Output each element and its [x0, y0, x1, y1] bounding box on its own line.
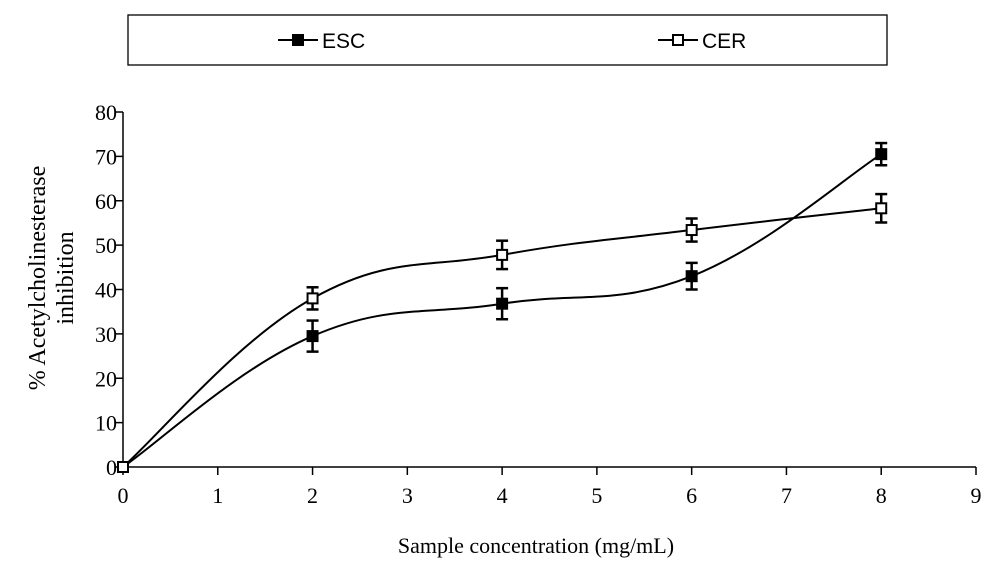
legend-box — [127, 14, 888, 66]
y-axis-label: % Acetylcholinesterase inhibition — [25, 166, 79, 391]
x-tick-label: 9 — [971, 483, 982, 508]
data-point — [306, 292, 319, 305]
y-tick-label: 30 — [95, 322, 117, 347]
data-point — [496, 297, 509, 310]
series-line — [122, 207, 882, 468]
x-tick-label: 3 — [402, 483, 413, 508]
data-point — [875, 148, 888, 161]
data-point — [306, 330, 319, 343]
data-point — [496, 248, 509, 261]
y-tick-label: 0 — [106, 455, 117, 480]
series-esc — [117, 141, 888, 473]
y-axis-label-line-2: inhibition — [53, 231, 79, 324]
series-cer — [117, 192, 888, 473]
y-axis-label-line-1: % Acetylcholinesterase — [25, 166, 51, 391]
legend-label: ESC — [322, 30, 365, 53]
y-tick-label: 70 — [95, 144, 117, 169]
series-layer — [117, 141, 888, 473]
x-tick-label: 6 — [686, 483, 697, 508]
legend-marker — [672, 34, 684, 46]
y-tick-label: 40 — [95, 278, 117, 303]
legend-label: CER — [702, 30, 746, 53]
data-point — [875, 202, 888, 215]
y-tick-label: 60 — [95, 189, 117, 214]
x-tick-label: 8 — [876, 483, 887, 508]
legend: ESC CER — [127, 14, 888, 66]
y-tick-label: 80 — [95, 100, 117, 125]
x-tick-label: 1 — [212, 483, 223, 508]
x-tick-label: 5 — [591, 483, 602, 508]
legend-item-cer: CER — [658, 30, 746, 53]
y-tick-label: 50 — [95, 233, 117, 258]
axes: 0 1 2 3 4 5 6 7 8 9 0 10 20 30 40 50 60 70 80 — [95, 100, 982, 508]
x-tick-label: 7 — [781, 483, 792, 508]
x-tick-label: 0 — [118, 483, 129, 508]
x-tick-label: 2 — [307, 483, 318, 508]
legend-item-esc: ESC — [278, 30, 365, 53]
x-tick-label: 4 — [497, 483, 508, 508]
y-tick-label: 20 — [95, 366, 117, 391]
data-point — [685, 224, 698, 237]
legend-marker — [292, 34, 304, 46]
y-tick-label: 10 — [95, 411, 117, 436]
data-point — [685, 270, 698, 283]
x-axis-label: Sample concentration (mg/mL) — [398, 533, 674, 558]
data-point — [117, 461, 129, 473]
